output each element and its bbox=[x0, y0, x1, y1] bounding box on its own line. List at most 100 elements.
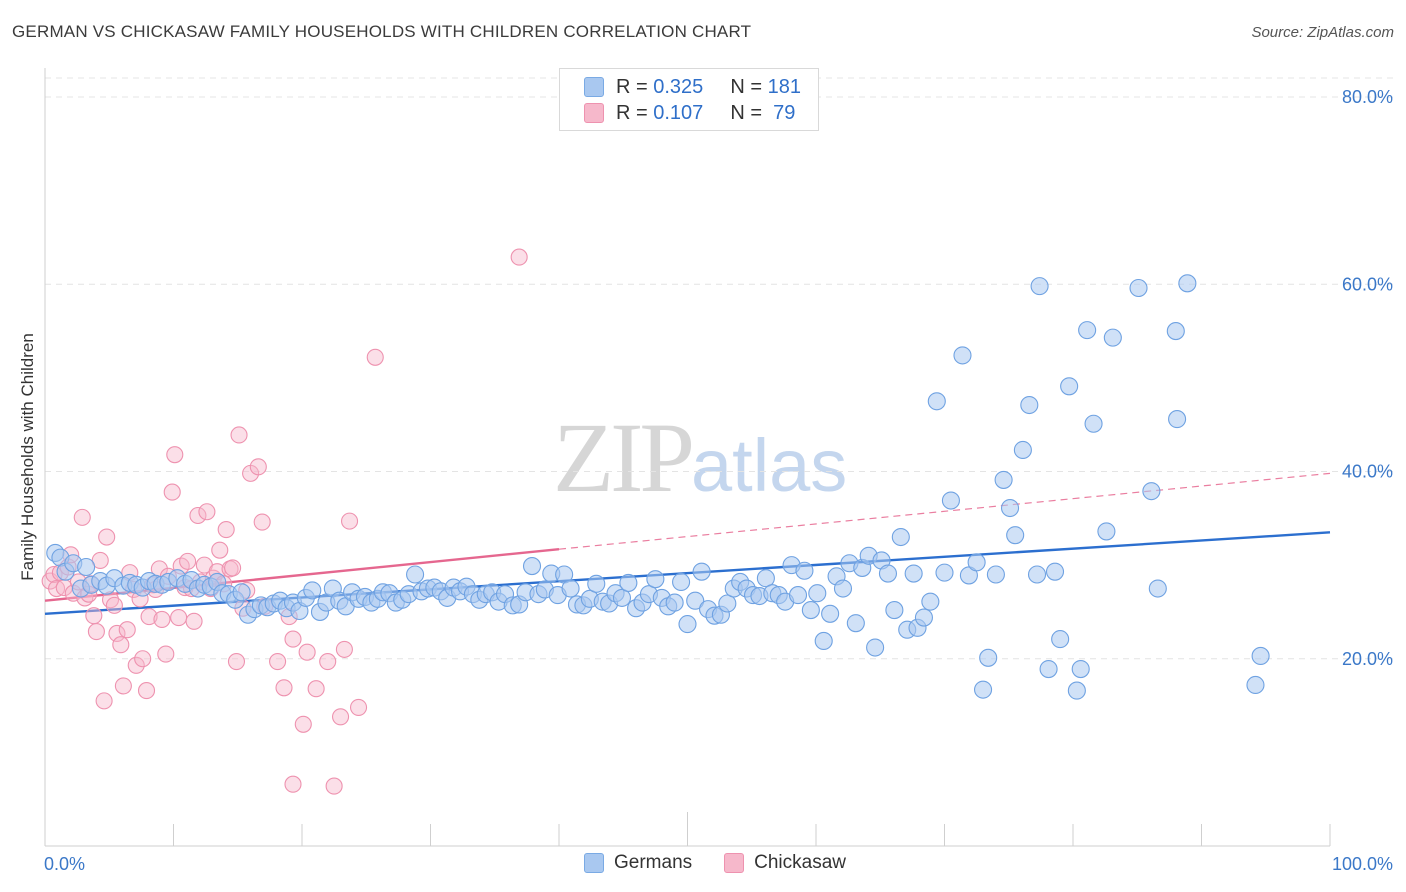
chickasaw-point bbox=[153, 610, 171, 628]
germans-point bbox=[801, 601, 820, 620]
germans-point bbox=[1103, 328, 1122, 347]
germans-point bbox=[973, 680, 993, 699]
germans-point bbox=[665, 593, 684, 612]
chickasaw-point bbox=[105, 596, 123, 614]
x-tick-label-max: 100.0% bbox=[1332, 854, 1393, 874]
chickasaw-point bbox=[189, 506, 207, 525]
germans-point bbox=[1060, 377, 1079, 396]
chickasaw-point bbox=[163, 483, 181, 501]
germans-point bbox=[1006, 526, 1025, 545]
chickasaw-point bbox=[366, 348, 384, 366]
germans-point bbox=[1251, 646, 1270, 665]
chickasaw-point bbox=[319, 653, 337, 671]
chickasaw-point bbox=[307, 680, 325, 698]
germans-point bbox=[821, 604, 840, 623]
germans-point bbox=[788, 586, 808, 605]
germans-point bbox=[303, 581, 322, 600]
n-label: N = bbox=[730, 75, 763, 98]
watermark: ZIPatlas bbox=[553, 400, 847, 515]
chickasaw-point bbox=[217, 520, 235, 539]
germans-point bbox=[1030, 277, 1049, 296]
chickasaw-point bbox=[95, 692, 113, 710]
germans-point bbox=[927, 392, 946, 411]
chickasaw-point bbox=[134, 650, 152, 668]
germans-point bbox=[1027, 565, 1047, 584]
chickasaw-point bbox=[170, 609, 188, 627]
germans-point bbox=[846, 614, 865, 633]
germans-point bbox=[1166, 322, 1185, 341]
germans-point bbox=[561, 579, 580, 598]
germans-point bbox=[1039, 659, 1058, 679]
chickasaw-point bbox=[185, 612, 203, 630]
series-legend: Germans Chickasaw bbox=[584, 852, 878, 874]
chickasaw-point bbox=[198, 503, 216, 521]
chickasaw-point bbox=[179, 552, 197, 570]
chickasaw-point bbox=[298, 643, 316, 661]
germans-legend-swatch bbox=[584, 853, 604, 873]
chickasaw-point bbox=[349, 698, 368, 716]
germans-point bbox=[1148, 579, 1167, 598]
chickasaw-point bbox=[98, 528, 116, 546]
germans-point bbox=[808, 584, 827, 603]
chickasaw-point bbox=[284, 630, 302, 648]
r-value: 0.107 bbox=[653, 101, 704, 124]
germans-point bbox=[1013, 440, 1032, 460]
germans-point bbox=[1129, 278, 1148, 298]
x-tick-label-min: 0.0% bbox=[44, 854, 85, 874]
y-tick-label: 60.0% bbox=[1342, 274, 1393, 294]
chickasaw-point bbox=[325, 777, 343, 795]
germans-point bbox=[756, 569, 775, 588]
germans-point bbox=[885, 601, 904, 620]
germans-point bbox=[646, 570, 665, 589]
source-label: Source: ZipAtlas.com bbox=[1251, 24, 1394, 41]
n-value: 79 bbox=[767, 101, 796, 124]
chickasaw-trend-extension bbox=[558, 472, 1331, 550]
germans-point bbox=[612, 588, 632, 607]
y-tick-label: 80.0% bbox=[1342, 87, 1393, 107]
germans-point bbox=[866, 638, 885, 657]
germans-point bbox=[77, 557, 96, 577]
germans-point bbox=[686, 591, 705, 610]
chickasaw-point bbox=[114, 677, 132, 695]
germans-point bbox=[1078, 321, 1097, 340]
n-value: 181 bbox=[767, 75, 801, 98]
germans-point bbox=[1168, 410, 1187, 429]
legend-row-germans: R = 0.325 N = 181 bbox=[584, 75, 801, 99]
germans-point bbox=[953, 346, 972, 365]
legend-item-germans: Germans bbox=[584, 852, 692, 874]
germans-point bbox=[678, 615, 697, 634]
germans-point bbox=[406, 565, 425, 584]
germans-point bbox=[914, 608, 933, 627]
r-label: R = bbox=[616, 75, 648, 98]
germans-point bbox=[692, 562, 711, 581]
chickasaw-points bbox=[41, 248, 528, 795]
chickasaw-point bbox=[87, 623, 105, 641]
watermark-atlas: atlas bbox=[691, 424, 848, 507]
germans-point bbox=[935, 563, 954, 582]
germans-point bbox=[1246, 675, 1265, 695]
n-label: N = bbox=[730, 101, 763, 124]
chickasaw-legend-label: Chickasaw bbox=[754, 852, 847, 873]
chickasaw-point bbox=[253, 513, 271, 531]
r-label: R = bbox=[616, 101, 648, 124]
germans-point bbox=[1071, 659, 1090, 679]
chickasaw-point bbox=[224, 559, 242, 577]
chart-title: GERMAN VS CHICKASAW FAMILY HOUSEHOLDS WI… bbox=[12, 22, 752, 41]
chickasaw-point bbox=[112, 636, 130, 654]
chickasaw-trendline bbox=[44, 548, 560, 602]
chickasaw-point bbox=[331, 708, 350, 726]
legend-row-chickasaw: R = 0.107 N = 79 bbox=[584, 101, 795, 125]
chickasaw-legend-swatch bbox=[724, 853, 745, 873]
germans-point bbox=[795, 561, 814, 580]
germans-legend-label: Germans bbox=[614, 852, 693, 873]
germans-point bbox=[1067, 681, 1086, 700]
chickasaw-point bbox=[340, 512, 359, 530]
chickasaw-point bbox=[211, 541, 229, 559]
germans-point bbox=[878, 564, 898, 583]
chickasaw-point bbox=[510, 248, 528, 266]
germans-point bbox=[522, 557, 542, 576]
germans-point bbox=[1142, 482, 1161, 501]
germans-point bbox=[1178, 274, 1197, 293]
germans-points bbox=[46, 274, 1270, 700]
watermark-zip: ZIP bbox=[553, 402, 695, 513]
